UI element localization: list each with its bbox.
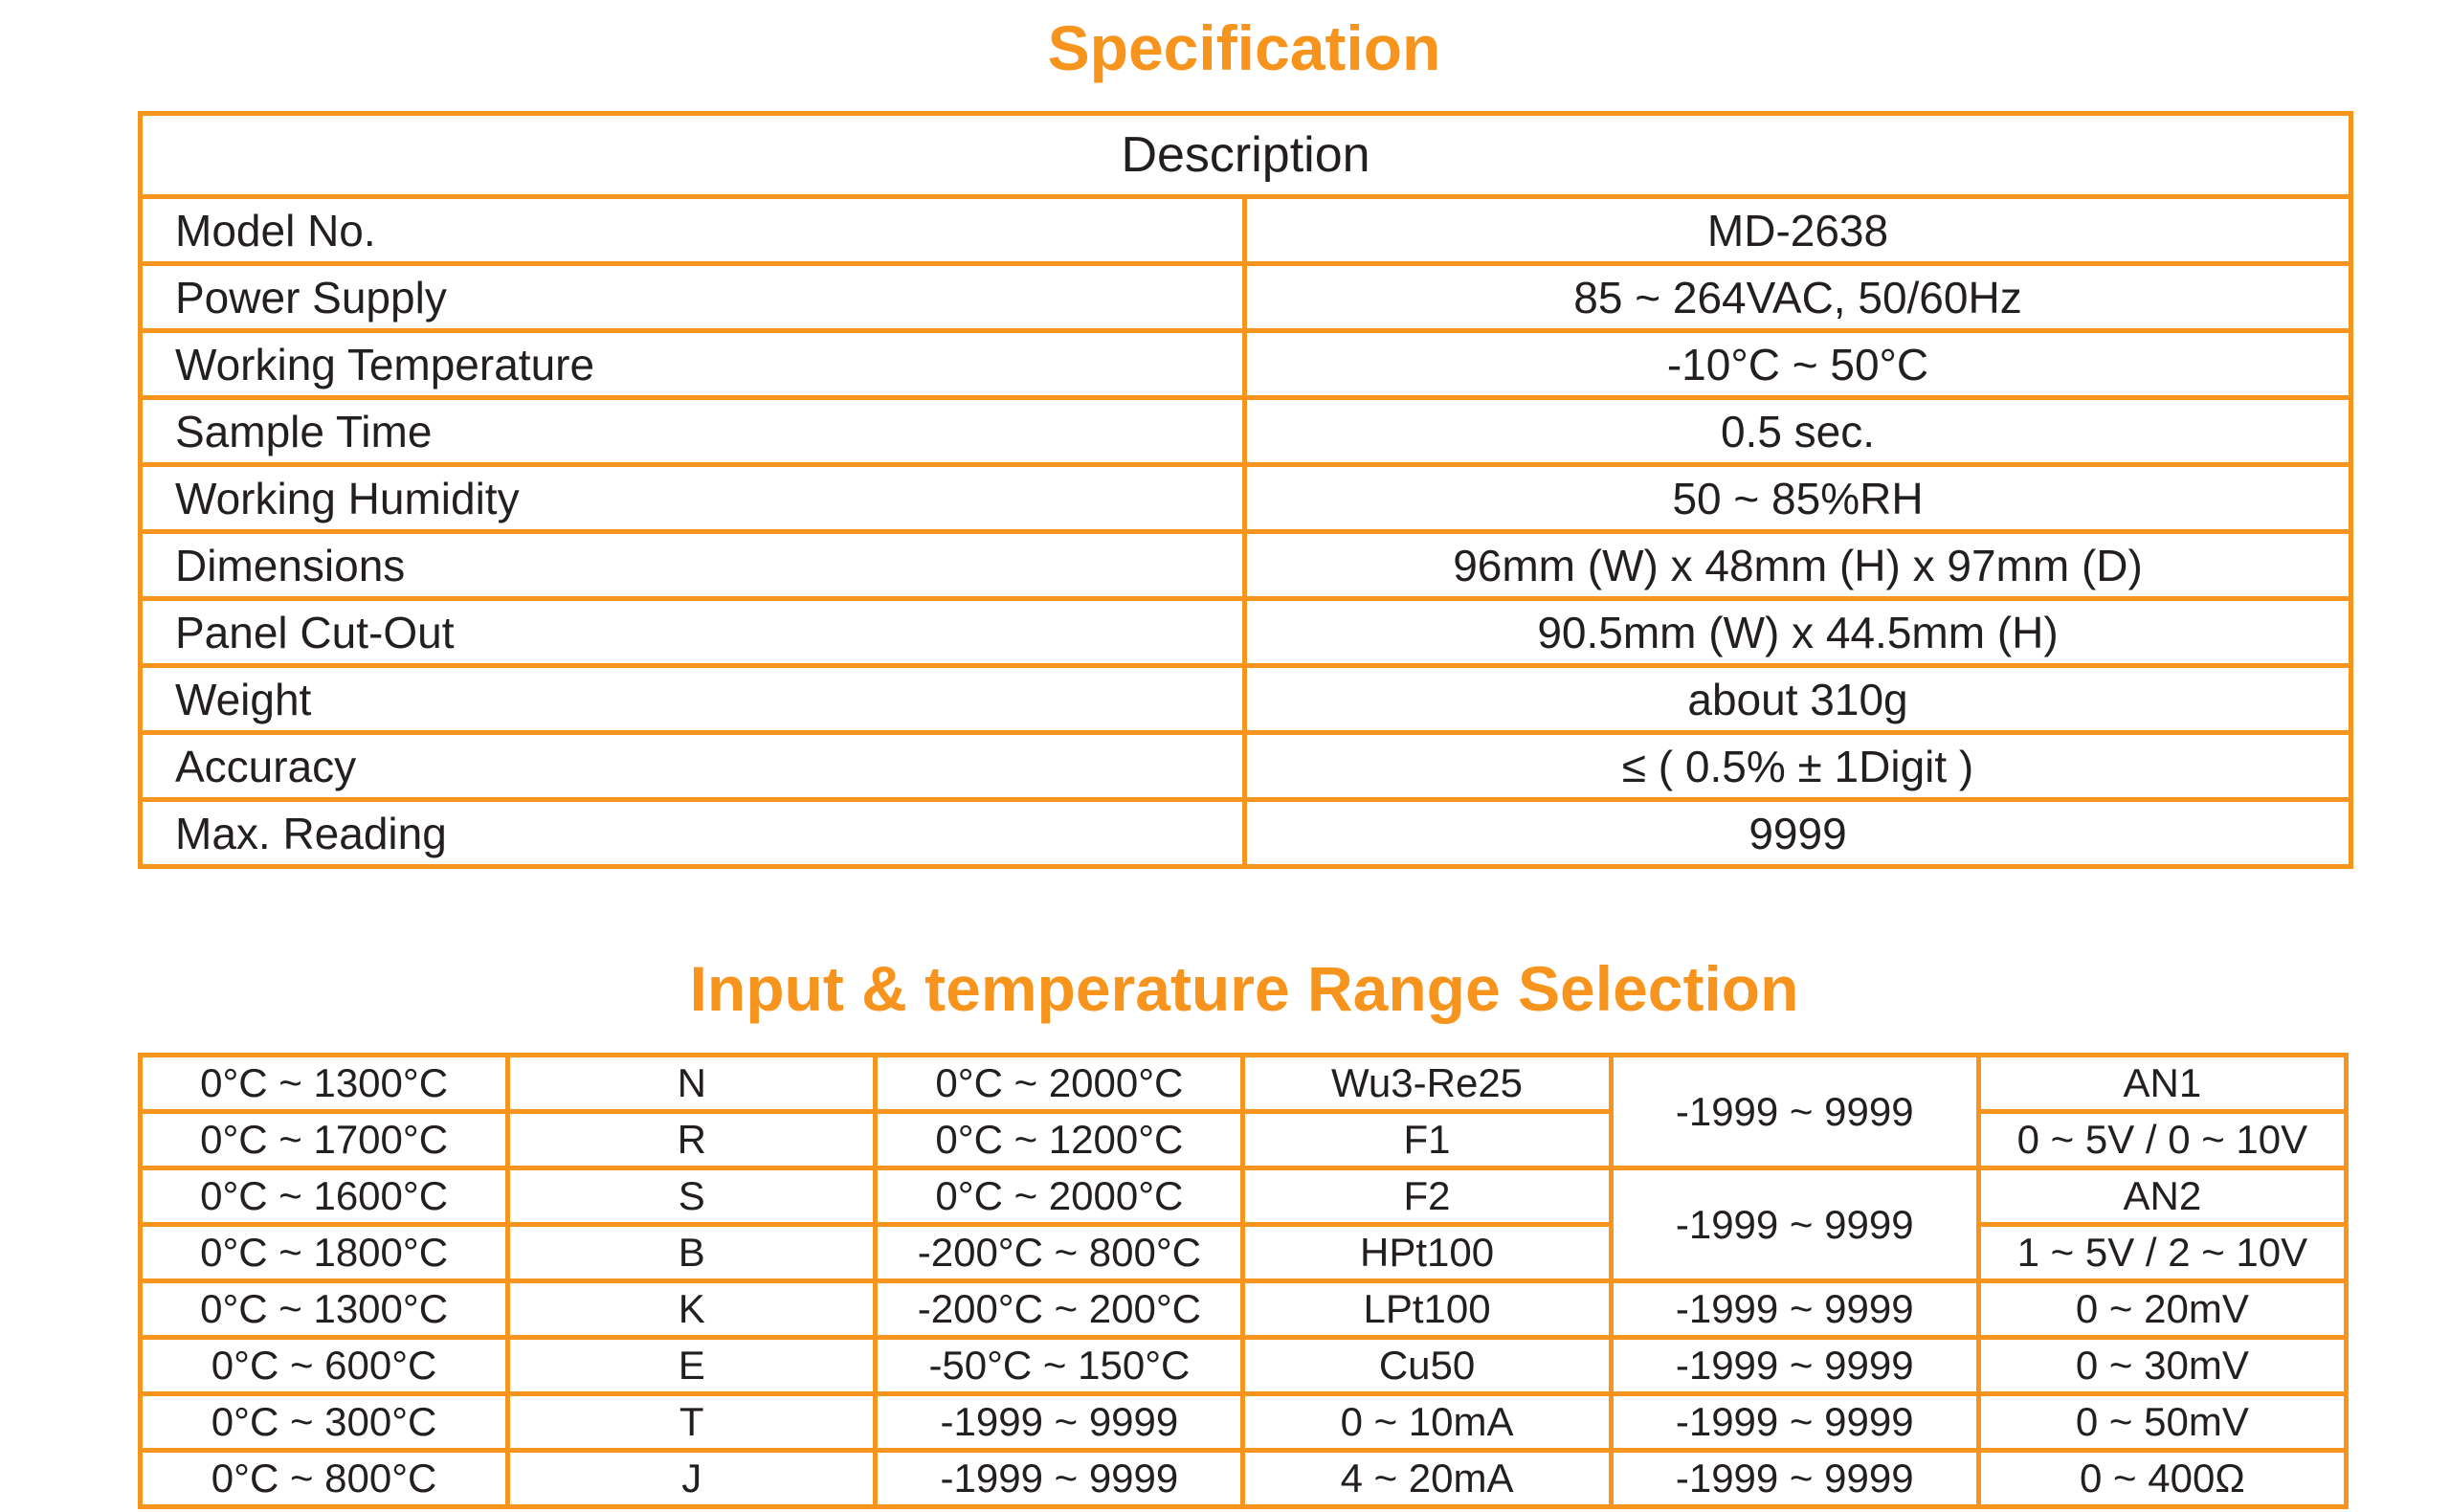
range-row: 0°C ~ 800°C J -1999 ~ 9999 4 ~ 20mA -1999 ~ … [137, 1448, 2350, 1509]
range-cell: 0°C ~ 1300°C [137, 1279, 511, 1340]
range-cell: B [505, 1222, 879, 1283]
spec-value: MD-2638 [1241, 194, 2354, 266]
range-row: 0°C ~ 600°C E -50°C ~ 150°C Cu50 -1999 ~ 999… [137, 1335, 2350, 1396]
range-cell: -1999 ~ 9999 [1608, 1335, 1981, 1396]
range-cell: K [505, 1279, 879, 1340]
spec-value: 96mm (W) x 48mm (H) x 97mm (D) [1241, 529, 2354, 601]
range-cell: 0 ~ 10mA [1240, 1391, 1614, 1453]
range-cell: 4 ~ 20mA [1240, 1448, 1614, 1509]
range-table: 0°C ~ 1300°C N 0°C ~ 2000°C Wu3-Re25 -1999 ~… [137, 1053, 2350, 1509]
range-cell: -50°C ~ 150°C [873, 1335, 1246, 1396]
range-cell: -1999 ~ 9999 [1608, 1448, 1981, 1509]
spec-row: Dimensions 96mm (W) x 48mm (H) x 97mm (D) [138, 529, 2354, 601]
range-cell: J [505, 1448, 879, 1509]
spec-row: Sample Time 0.5 sec. [138, 395, 2354, 467]
range-cell: S [505, 1166, 879, 1227]
spec-row: Weight about 310g [138, 663, 2354, 735]
spec-value: 50 ~ 85%RH [1241, 462, 2354, 534]
range-row: 0°C ~ 1700°C R 0°C ~ 1200°C F1 0 ~ 5V / 0 ~ … [137, 1109, 2350, 1170]
range-cell: 0°C ~ 1800°C [137, 1222, 511, 1283]
range-cell: -1999 ~ 9999 [1608, 1279, 1981, 1340]
range-cell: 0°C ~ 300°C [137, 1391, 511, 1453]
spec-row: Model No. MD-2638 [138, 194, 2354, 266]
range-cell: -1999 ~ 9999 [873, 1391, 1246, 1453]
range-cell: -1999 ~ 9999 [873, 1448, 1246, 1509]
spec-label: Power Supply [138, 261, 1247, 333]
range-cell: 0°C ~ 1300°C [137, 1053, 511, 1114]
spec-row: Power Supply 85 ~ 264VAC, 50/60Hz [138, 261, 2354, 333]
range-cell: AN1 [1975, 1053, 2350, 1114]
spec-value: about 310g [1241, 663, 2354, 735]
range-title: Input & temperature Range Selection [689, 953, 1799, 1024]
spec-value: 9999 [1241, 797, 2354, 869]
spec-row: Accuracy ≤ ( 0.5% ± 1Digit ) [138, 730, 2354, 802]
range-cell: 0°C ~ 600°C [137, 1335, 511, 1396]
range-cell: 0 ~ 20mV [1975, 1279, 2350, 1340]
range-row: 0°C ~ 1300°C K -200°C ~ 200°C LPt100 -1999 ~… [137, 1279, 2350, 1340]
range-cell: 0 ~ 30mV [1975, 1335, 2350, 1396]
header-cell: Description [137, 111, 2354, 199]
spec-label: Sample Time [138, 395, 1247, 467]
range-row: 0°C ~ 1600°C S 0°C ~ 2000°C F2 -1999 ~ 9999 A… [137, 1166, 2350, 1283]
spec-table: Description Model No. MD-2638 Power Supply 8… [137, 111, 2354, 869]
range-cell: T [505, 1391, 879, 1453]
range-cell: 0 ~ 5V / 0 ~ 10V [1975, 1109, 2350, 1170]
spec-label: Weight [138, 663, 1247, 735]
range-cell: 0°C ~ 1700°C [137, 1109, 511, 1170]
spec-value: 0.5 sec. [1241, 395, 2354, 467]
spec-value: -10°C ~ 50°C [1241, 328, 2354, 400]
range-cell: F2 [1240, 1166, 1614, 1227]
header-row: Description [137, 111, 2354, 199]
spec-label: Dimensions [138, 529, 1247, 601]
spec-row: Panel Cut-Out 90.5mm (W) x 44.5mm (H) [138, 596, 2354, 668]
range-cell: -1999 ~ 9999 [1608, 1053, 1981, 1170]
range-cell: HPt100 [1240, 1222, 1614, 1283]
range-cell: 0°C ~ 2000°C [873, 1053, 1246, 1114]
spec-label: Working Humidity [138, 462, 1247, 534]
spec-value: 85 ~ 264VAC, 50/60Hz [1241, 261, 2354, 333]
range-row: 0°C ~ 1800°C B -200°C ~ 800°C HPt100 1 ~ 5V … [137, 1222, 2350, 1283]
range-cell: R [505, 1109, 879, 1170]
range-cell: LPt100 [1240, 1279, 1614, 1340]
range-cell: 1 ~ 5V / 2 ~ 10V [1975, 1222, 2350, 1283]
spec-value: ≤ ( 0.5% ± 1Digit ) [1241, 730, 2354, 802]
range-cell: Cu50 [1240, 1335, 1614, 1396]
spec-label: Model No. [138, 194, 1247, 266]
spec-title: Specification [1047, 12, 1441, 83]
range-cell: F1 [1240, 1109, 1614, 1170]
range-cell: 0°C ~ 1600°C [137, 1166, 511, 1227]
range-cell: -200°C ~ 800°C [873, 1222, 1246, 1283]
spec-label: Panel Cut-Out [138, 596, 1247, 668]
range-cell: -1999 ~ 9999 [1608, 1166, 1981, 1283]
spec-row: Max. Reading 9999 [138, 797, 2354, 869]
range-row: 0°C ~ 1300°C N 0°C ~ 2000°C Wu3-Re25 -1999 ~… [137, 1053, 2350, 1170]
spec-label: Working Temperature [138, 328, 1247, 400]
spec-row: Working Temperature -10°C ~ 50°C [138, 328, 2354, 400]
spec-label: Max. Reading [138, 797, 1247, 869]
range-cell: 0°C ~ 800°C [137, 1448, 511, 1509]
range-cell: 0°C ~ 2000°C [873, 1166, 1246, 1227]
range-cell: AN2 [1975, 1166, 2350, 1227]
range-cell: E [505, 1335, 879, 1396]
range-cell: 0 ~ 50mV [1975, 1391, 2350, 1453]
range-cell: 0°C ~ 1200°C [873, 1109, 1246, 1170]
range-cell: Wu3-Re25 [1240, 1053, 1614, 1114]
range-cell: 0 ~ 400Ω [1975, 1448, 2350, 1509]
spec-row: Working Humidity 50 ~ 85%RH [138, 462, 2354, 534]
range-row: 0°C ~ 300°C T -1999 ~ 9999 0 ~ 10mA -1999 ~ … [137, 1391, 2350, 1453]
range-cell: -1999 ~ 9999 [1608, 1391, 1981, 1453]
spec-label: Accuracy [138, 730, 1247, 802]
spec-value: 90.5mm (W) x 44.5mm (H) [1241, 596, 2354, 668]
range-cell: N [505, 1053, 879, 1114]
range-cell: -200°C ~ 200°C [873, 1279, 1246, 1340]
